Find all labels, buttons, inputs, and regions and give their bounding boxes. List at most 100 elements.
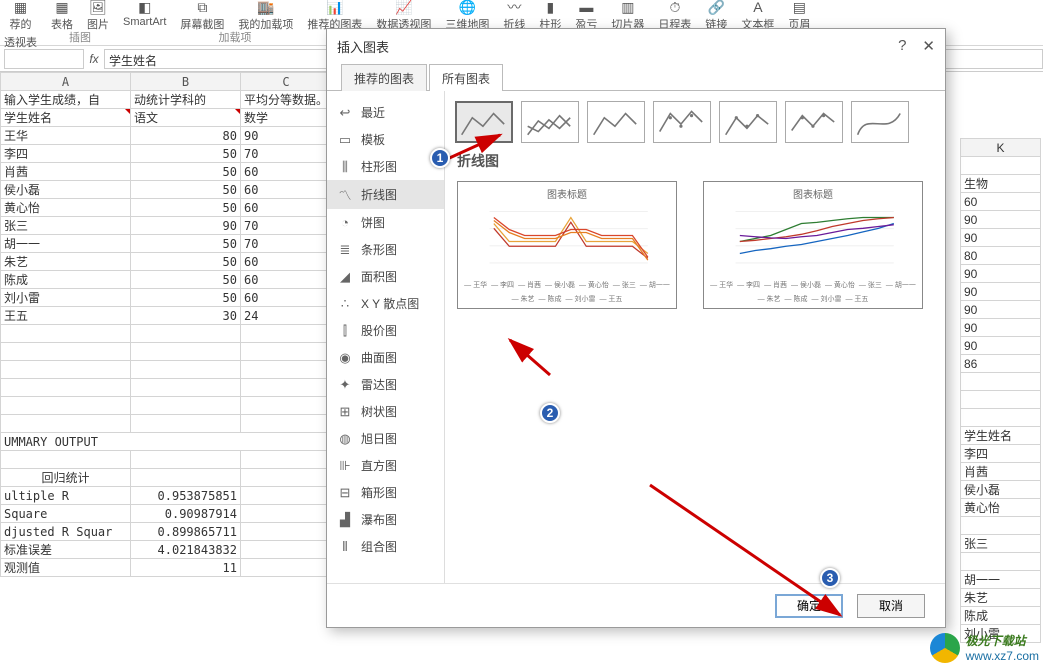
cell[interactable]: 60 [241,199,332,217]
cell[interactable]: 刘小雷 [1,289,131,307]
cell[interactable]: 90 [131,217,241,235]
cell[interactable]: 30 [131,307,241,325]
cell[interactable]: 侯小磊 [1,181,131,199]
ribbon-item-picture[interactable]: 🖼图片 [87,0,109,32]
category-item[interactable]: ↩最近 [327,99,444,126]
chart-subtype[interactable] [851,101,909,143]
help-icon[interactable]: ? [898,37,906,55]
category-item[interactable]: ⊟箱形图 [327,479,444,506]
chart-subtype[interactable] [785,101,843,143]
cell[interactable]: 70 [241,235,332,253]
ribbon-item-smartart[interactable]: ◧SmartArt [123,0,166,28]
cell[interactable]: 语文 [131,109,241,127]
cell[interactable]: 80 [961,247,1041,265]
cell[interactable]: 生物 [961,175,1041,193]
category-item[interactable]: ◍旭日图 [327,425,444,452]
cell[interactable]: 60 [241,253,332,271]
cell[interactable]: UMMARY OUTPUT [1,433,332,451]
cell[interactable]: 90 [961,319,1041,337]
cell[interactable]: 50 [131,271,241,289]
cell[interactable]: 11 [131,559,241,577]
fx-icon[interactable]: fx [84,52,104,66]
category-item[interactable]: ⫼柱形图 [327,153,444,180]
cell[interactable]: 50 [131,163,241,181]
cell[interactable]: 黄心怡 [1,199,131,217]
chart-preview-1[interactable]: 图表标题 — 王华— 李四— 肖茜— 侯小磊— 黄心怡— 张三— 胡一一— 朱艺… [457,181,677,309]
cell[interactable]: 90 [961,229,1041,247]
cell[interactable]: 胡一一 [961,571,1041,589]
name-box[interactable] [4,49,84,69]
chart-subtype[interactable] [587,101,645,143]
chart-subtype[interactable] [521,101,579,143]
ribbon-item-pivot[interactable]: ▦荐的透视表 [4,0,37,50]
category-item[interactable]: ◢面积图 [327,263,444,290]
cell[interactable]: 观测值 [1,559,131,577]
cell[interactable]: 张三 [1,217,131,235]
category-item[interactable]: ∴X Y 散点图 [327,290,444,317]
cell[interactable]: ultiple R [1,487,131,505]
cancel-button[interactable]: 取消 [857,594,925,618]
cell[interactable]: 80 [131,127,241,145]
cell[interactable]: 张三 [961,535,1041,553]
cell[interactable]: 标准误差 [1,541,131,559]
col-header-A[interactable]: A [1,73,131,91]
cell[interactable]: 60 [241,181,332,199]
cell[interactable]: 86 [961,355,1041,373]
close-icon[interactable]: ✕ [922,37,935,55]
cell[interactable]: 90 [961,337,1041,355]
category-item[interactable]: ▟瀑布图 [327,506,444,533]
category-item[interactable]: ⊞树状图 [327,398,444,425]
cell[interactable]: 90 [961,301,1041,319]
cell[interactable]: Square [1,505,131,523]
cell[interactable]: 肖茜 [1,163,131,181]
chart-subtype[interactable] [719,101,777,143]
cell[interactable]: 70 [241,145,332,163]
ribbon-item-table[interactable]: ▦表格 [51,0,73,32]
cell[interactable] [961,517,1041,535]
col-header-B[interactable]: B [131,73,241,91]
cell[interactable]: 侯小磊 [961,481,1041,499]
category-item[interactable]: ⫴组合图 [327,533,444,560]
category-item[interactable]: ⫿股价图 [327,317,444,344]
cell[interactable]: 动统计学科的 [131,91,241,109]
cell[interactable]: 0.899865711 [131,523,241,541]
cell[interactable]: 李四 [961,445,1041,463]
cell[interactable]: 朱艺 [961,589,1041,607]
cell[interactable]: 90 [961,283,1041,301]
cell[interactable]: 陈成 [1,271,131,289]
cell[interactable]: 50 [131,181,241,199]
cell[interactable]: 60 [961,193,1041,211]
col-header-C[interactable]: C [241,73,332,91]
cell[interactable]: 黄心怡 [961,499,1041,517]
cell[interactable]: 胡一一 [1,235,131,253]
tab-all-charts[interactable]: 所有图表 [429,64,503,91]
cell[interactable]: 50 [131,145,241,163]
cell[interactable]: 0.90987914 [131,505,241,523]
cell[interactable]: 70 [241,217,332,235]
cell[interactable]: djusted R Squar [1,523,131,541]
cell[interactable]: 50 [131,199,241,217]
cell[interactable]: 90 [961,211,1041,229]
cell[interactable]: 陈成 [961,607,1041,625]
col-header-K[interactable]: K [961,139,1041,157]
cell[interactable]: 输入学生成绩，自 [1,91,131,109]
category-item[interactable]: ✦雷达图 [327,371,444,398]
cell[interactable]: 60 [241,289,332,307]
right-column[interactable]: K 生物60909080909090909086学生姓名李四肖茜侯小磊黄心怡张三… [960,138,1041,643]
cell[interactable]: 90 [241,127,332,145]
category-item[interactable]: 〽折线图 [327,180,444,209]
cell[interactable]: 平均分等数据。 [241,91,332,109]
cell[interactable]: 李四 [1,145,131,163]
cell[interactable]: 回归统计 [1,469,131,487]
cell[interactable]: 肖茜 [961,463,1041,481]
cell[interactable]: 王华 [1,127,131,145]
ok-button[interactable]: 确定 [775,594,843,618]
cell[interactable]: 50 [131,289,241,307]
category-item[interactable]: ≣条形图 [327,236,444,263]
category-item[interactable]: ⊪直方图 [327,452,444,479]
chart-subtype[interactable] [653,101,711,143]
cell[interactable]: 60 [241,271,332,289]
cell[interactable]: 学生姓名 [961,427,1041,445]
cell[interactable]: 60 [241,163,332,181]
cell[interactable]: 王五 [1,307,131,325]
